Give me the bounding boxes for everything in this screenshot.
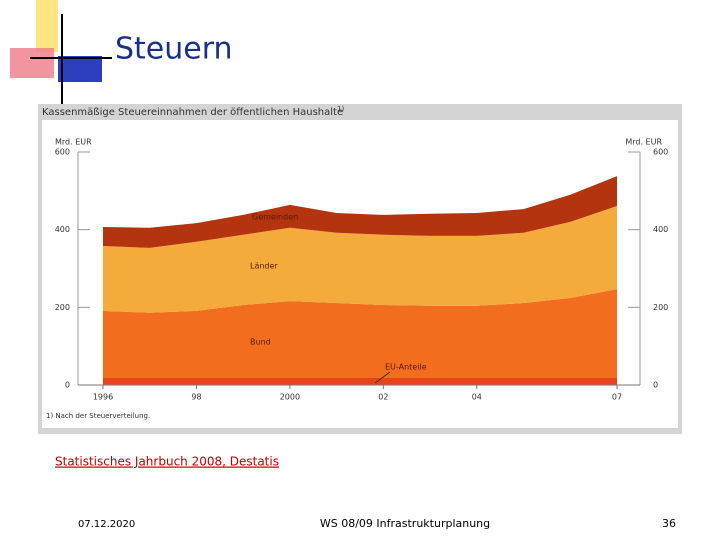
y2-tick-label: 0	[653, 381, 658, 390]
x-tick-label: 2000	[280, 393, 300, 402]
series-label: EU-Anteile	[385, 363, 427, 372]
source-link[interactable]: Statistisches Jahrbuch 2008, Destatis	[55, 455, 279, 469]
chart-title: Kassenmäßige Steuereinnahmen der öffentl…	[42, 107, 343, 118]
footer-date: 07.12.2020	[78, 519, 135, 530]
footer-course: WS 08/09 Infrastrukturplanung	[320, 517, 490, 530]
area	[103, 378, 617, 385]
x-tick-label: 98	[191, 393, 201, 402]
deco-red	[10, 48, 54, 78]
y-tick-label: 400	[55, 225, 70, 234]
series-label: Bund	[250, 338, 271, 347]
y-tick-label: 0	[65, 381, 70, 390]
chart-title-note: 1)	[337, 105, 344, 113]
series-label: Gemeinden	[252, 213, 298, 222]
deco-blue	[58, 56, 102, 82]
y2-axis-label: Mrd. EUR	[625, 138, 662, 147]
plot: 0 200 400 600 0 200 400 600 1996 98 2000 02 04 07 EU-A…	[55, 148, 669, 402]
page-number: 36	[662, 517, 676, 530]
x-tick-label: 02	[378, 393, 388, 402]
x-tick-label: 07	[612, 393, 622, 402]
area	[103, 205, 617, 313]
y2-tick-label: 200	[653, 303, 668, 312]
x-tick-label: 1996	[93, 393, 113, 402]
series-label: Länder	[250, 262, 278, 271]
y-tick-label: 200	[55, 303, 70, 312]
deco-yellow	[36, 0, 58, 52]
footnote: 1) Nach der Steuerverteilung.	[46, 412, 150, 420]
x-tick-label: 04	[472, 393, 482, 402]
slide-title: Steuern	[115, 32, 233, 67]
area	[103, 289, 617, 379]
y2-tick-label: 400	[653, 225, 668, 234]
y-tick-label: 600	[55, 148, 70, 157]
leader-line	[374, 371, 391, 384]
y-axis-label: Mrd. EUR	[55, 138, 92, 147]
area	[103, 176, 617, 248]
y2-tick-label: 600	[653, 148, 668, 157]
